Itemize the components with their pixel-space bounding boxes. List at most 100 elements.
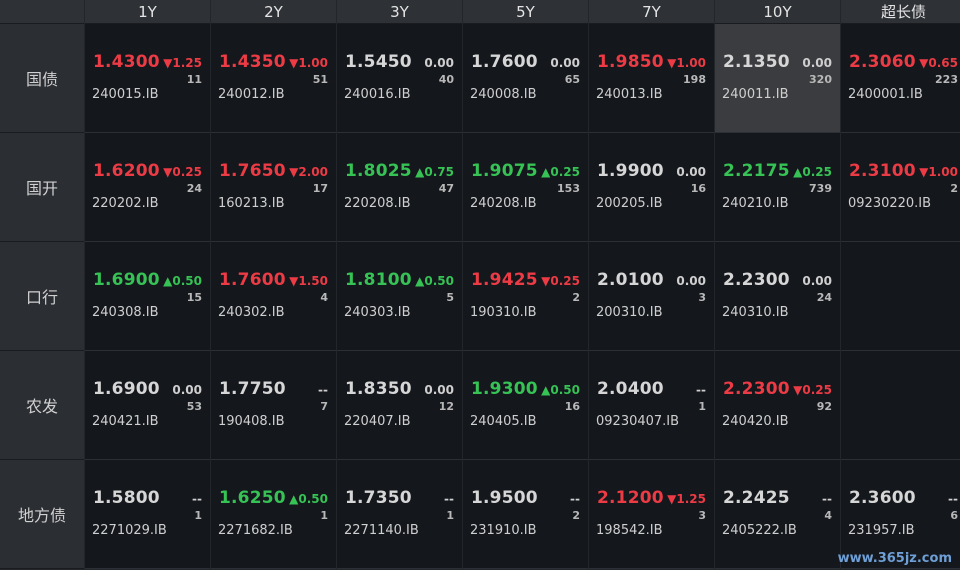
quote-volume: 24: [816, 291, 832, 304]
quote-cell[interactable]: 2.0100 0.00 3 200310.IB: [589, 242, 714, 351]
quote-cell[interactable]: 1.5800 -- 1 2271029.IB: [85, 460, 210, 569]
column-header-2y[interactable]: 2Y: [211, 0, 336, 24]
bond-code: 2400001.IB: [848, 87, 923, 102]
quote-price: 2.3100: [849, 161, 916, 181]
empty-quote-cell: [841, 351, 960, 460]
bond-code: 220407.IB: [344, 414, 411, 429]
quote-change: ▼1.00: [919, 165, 958, 179]
quote-volume: 47: [438, 182, 454, 195]
quote-cell[interactable]: 1.7650 ▼2.00 17 160213.IB: [211, 133, 336, 242]
quote-change: ▲0.50: [541, 383, 580, 397]
quote-price: 1.6200: [93, 161, 160, 181]
quote-cell[interactable]: 2.1350 0.00 320 240011.IB: [715, 24, 840, 133]
quote-cell[interactable]: 1.6900 0.00 53 240421.IB: [85, 351, 210, 460]
quote-cell[interactable]: 1.6200 ▼0.25 24 220202.IB: [85, 133, 210, 242]
quote-volume: 5: [446, 291, 454, 304]
quote-cell[interactable]: 1.8100 ▲0.50 5 240303.IB: [337, 242, 462, 351]
bond-code: 2271140.IB: [344, 523, 419, 538]
quote-volume: 40: [438, 73, 454, 86]
quote-cell[interactable]: 1.6900 ▲0.50 15 240308.IB: [85, 242, 210, 351]
quote-cell[interactable]: 1.7600 ▼1.50 4 240302.IB: [211, 242, 336, 351]
quote-change: ▲0.75: [415, 165, 454, 179]
row-label[interactable]: 口行: [0, 242, 84, 351]
quote-cell[interactable]: 2.3060 ▼0.65 223 2400001.IB: [841, 24, 960, 133]
quote-volume: 51: [312, 73, 328, 86]
quote-cell[interactable]: 2.2175 ▲0.25 739 240210.IB: [715, 133, 840, 242]
quote-cell[interactable]: 1.7600 0.00 65 240008.IB: [463, 24, 588, 133]
quote-price: 1.9500: [471, 488, 538, 508]
quote-change: --: [696, 383, 706, 397]
quote-cell[interactable]: 2.3600 -- 6 231957.IB: [841, 460, 960, 569]
column-header-5y[interactable]: 5Y: [463, 0, 588, 24]
quote-change: 0.00: [802, 274, 832, 288]
quote-cell[interactable]: 1.9075 ▲0.25 153 240208.IB: [463, 133, 588, 242]
quote-change: ▼1.00: [667, 56, 706, 70]
quote-volume: 739: [809, 182, 832, 195]
quote-cell[interactable]: 2.3100 ▼1.00 2 09230220.IB: [841, 133, 960, 242]
quote-price: 2.0400: [597, 379, 664, 399]
quote-cell[interactable]: 2.2425 -- 4 2405222.IB: [715, 460, 840, 569]
quote-cell[interactable]: 1.7350 -- 1 2271140.IB: [337, 460, 462, 569]
quote-cell[interactable]: 2.2300 ▼0.25 92 240420.IB: [715, 351, 840, 460]
quote-change: 0.00: [676, 165, 706, 179]
quote-cell[interactable]: 1.6250 ▲0.50 1 2271682.IB: [211, 460, 336, 569]
column-header-7y[interactable]: 7Y: [589, 0, 714, 24]
quote-cell[interactable]: 1.9425 ▼0.25 2 190310.IB: [463, 242, 588, 351]
row-label[interactable]: 农发: [0, 351, 84, 460]
quote-price: 1.8350: [345, 379, 412, 399]
row-label[interactable]: 国债: [0, 24, 84, 133]
quote-price: 1.9425: [471, 270, 538, 290]
row-label[interactable]: 国开: [0, 133, 84, 242]
column-header-10y[interactable]: 10Y: [715, 0, 840, 24]
quote-cell[interactable]: 1.9500 -- 2 231910.IB: [463, 460, 588, 569]
quote-price: 1.6900: [93, 270, 160, 290]
column-header-ultra-long[interactable]: 超长债: [841, 0, 960, 24]
quote-price: 1.4300: [93, 52, 160, 72]
quote-cell[interactable]: 2.1200 ▼1.25 3 198542.IB: [589, 460, 714, 569]
column-header-3y[interactable]: 3Y: [337, 0, 462, 24]
quote-change: --: [192, 492, 202, 506]
quote-change: 0.00: [802, 56, 832, 70]
row-label[interactable]: 地方债: [0, 460, 84, 569]
quote-price: 2.2425: [723, 488, 790, 508]
quote-volume: 1: [446, 509, 454, 522]
quote-volume: 16: [564, 400, 580, 413]
quote-change: --: [570, 492, 580, 506]
quote-price: 1.8100: [345, 270, 412, 290]
quote-cell[interactable]: 1.9900 0.00 16 200205.IB: [589, 133, 714, 242]
quote-change: ▼1.25: [667, 492, 706, 506]
quote-change: 0.00: [550, 56, 580, 70]
quote-price: 1.9900: [597, 161, 664, 181]
quote-price: 1.6250: [219, 488, 286, 508]
quote-change: ▲0.50: [289, 492, 328, 506]
quote-volume: 16: [690, 182, 706, 195]
quote-volume: 3: [698, 509, 706, 522]
bond-code: 240011.IB: [722, 87, 789, 102]
quote-price: 1.7350: [345, 488, 412, 508]
quote-cell[interactable]: 1.4350 ▼1.00 51 240012.IB: [211, 24, 336, 133]
bond-code: 240012.IB: [218, 87, 285, 102]
quote-cell[interactable]: 1.9300 ▲0.50 16 240405.IB: [463, 351, 588, 460]
quote-volume: 15: [186, 291, 202, 304]
quote-cell[interactable]: 1.9850 ▼1.00 198 240013.IB: [589, 24, 714, 133]
quote-change: ▼1.00: [289, 56, 328, 70]
bond-code: 240008.IB: [470, 87, 537, 102]
column-header-1y[interactable]: 1Y: [85, 0, 210, 24]
quote-cell[interactable]: 1.7750 -- 7 190408.IB: [211, 351, 336, 460]
quote-price: 2.2175: [723, 161, 790, 181]
quote-cell[interactable]: 2.0400 -- 1 09230407.IB: [589, 351, 714, 460]
bond-code: 160213.IB: [218, 196, 285, 211]
quote-volume: 198: [683, 73, 706, 86]
bond-code: 240208.IB: [470, 196, 537, 211]
quote-cell[interactable]: 1.8350 0.00 12 220407.IB: [337, 351, 462, 460]
quote-cell[interactable]: 2.2300 0.00 24 240310.IB: [715, 242, 840, 351]
quote-cell[interactable]: 1.5450 0.00 40 240016.IB: [337, 24, 462, 133]
quote-volume: 2: [950, 182, 958, 195]
quote-cell[interactable]: 1.8025 ▲0.75 47 220208.IB: [337, 133, 462, 242]
quote-volume: 4: [824, 509, 832, 522]
quote-volume: 1: [320, 509, 328, 522]
bond-code: 190310.IB: [470, 305, 537, 320]
quote-cell[interactable]: 1.4300 ▼1.25 11 240015.IB: [85, 24, 210, 133]
bond-code: 240405.IB: [470, 414, 537, 429]
